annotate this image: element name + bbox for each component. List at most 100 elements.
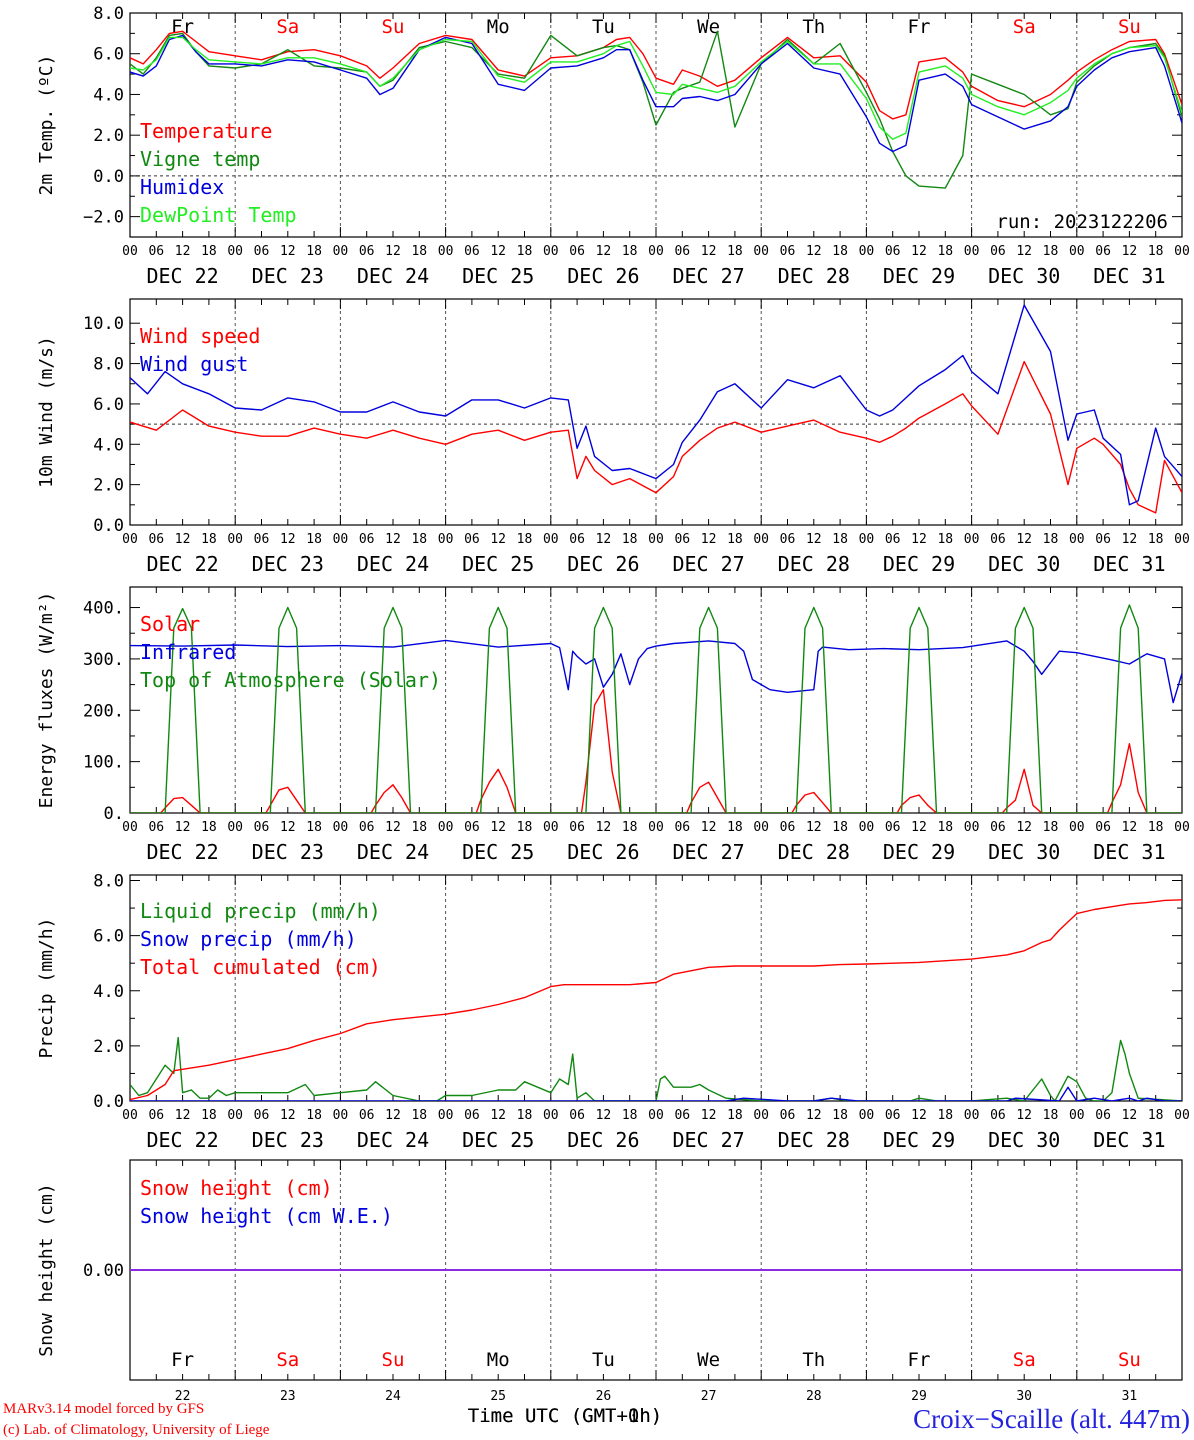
weekday-label: Fr — [908, 16, 931, 38]
x-date-label: DEC 22 — [146, 552, 218, 576]
day-number-label: 27 — [701, 1389, 717, 1404]
x-hour-label: 12 — [911, 1108, 927, 1123]
x-hour-label: 06 — [254, 532, 270, 547]
x-hour-label: 12 — [1122, 244, 1138, 259]
y-axis-label: 10m Wind (m/s) — [36, 336, 57, 488]
x-hour-label: 18 — [622, 532, 638, 547]
x-hour-label: 12 — [280, 1108, 296, 1123]
x-hour-label: 06 — [254, 820, 270, 835]
x-hour-label: 06 — [780, 244, 796, 259]
x-hour-label: 06 — [780, 1108, 796, 1123]
x-hour-label: 18 — [517, 532, 533, 547]
series-line-temperature — [130, 30, 1182, 120]
x-date-label: DEC 27 — [672, 840, 744, 864]
x-hour-label: 18 — [1043, 820, 1059, 835]
x-date-label: DEC 31 — [1093, 552, 1165, 576]
series-line-liquid-precip-mm-h- — [130, 1036, 1182, 1101]
x-hour-label: 18 — [832, 244, 848, 259]
x-hour-label: 06 — [1095, 820, 1111, 835]
weekday-label: Tu — [592, 16, 615, 38]
x-hour-label: 12 — [1122, 1108, 1138, 1123]
x-hour-label: 06 — [1095, 1108, 1111, 1123]
weekday-label: Sa — [276, 1349, 299, 1371]
x-date-label: DEC 28 — [778, 1128, 850, 1152]
x-hour-label: 18 — [622, 820, 638, 835]
x-date-label: DEC 30 — [988, 552, 1060, 576]
x-hour-label: 00 — [964, 820, 980, 835]
x-date-label: DEC 28 — [778, 552, 850, 576]
x-hour-label: 18 — [411, 1108, 427, 1123]
x-date-label: DEC 31 — [1093, 840, 1165, 864]
x-hour-label: 18 — [201, 1108, 217, 1123]
weekday-label: Sa — [1013, 16, 1036, 38]
day-number-label: 31 — [1122, 1389, 1138, 1404]
series-line-vigne-temp — [130, 30, 1182, 189]
x-hour-label: 18 — [937, 532, 953, 547]
y-tick-label: 0. — [104, 804, 124, 824]
legend-entry: Humidex — [140, 175, 224, 199]
x-hour-label: 12 — [490, 820, 506, 835]
x-date-label: DEC 24 — [357, 1128, 429, 1152]
legend-entry: Temperature — [140, 119, 272, 143]
x-date-label: DEC 30 — [988, 264, 1060, 288]
x-hour-label: 12 — [280, 820, 296, 835]
x-hour-label: 06 — [990, 1108, 1006, 1123]
series-group — [130, 304, 1182, 514]
day-number-label: 23 — [280, 1389, 296, 1404]
y-tick-label: 8.0 — [93, 4, 124, 24]
x-date-label: DEC 27 — [672, 552, 744, 576]
panel-2: 0.0 2.0 4.0 6.0 8.0 10.0 10m Wind (m/s) 00 06 12 1… — [36, 298, 1190, 576]
x-hour-label: 12 — [911, 244, 927, 259]
x-hour-label: 18 — [201, 532, 217, 547]
x-hour-label: 00 — [964, 1108, 980, 1123]
series-line-wind-gust — [130, 304, 1182, 506]
station-name: Croix−Scaille (alt. 447m) — [913, 1404, 1190, 1434]
x-hour-label: 12 — [385, 532, 401, 547]
x-hour-label: 06 — [464, 532, 480, 547]
day-number-label: 24 — [385, 1389, 401, 1404]
x-hour-label: 00 — [438, 244, 454, 259]
x-hour-label: 12 — [175, 1108, 191, 1123]
x-date-label: DEC 22 — [146, 1128, 218, 1152]
x-hour-label: 06 — [674, 1108, 690, 1123]
weekday-label: Tu — [592, 1349, 615, 1371]
x-hour-label: 06 — [148, 820, 164, 835]
x-hour-label: 06 — [569, 1108, 585, 1123]
x-hour-label: 12 — [1016, 1108, 1032, 1123]
x-hour-label: 00 — [543, 532, 559, 547]
x-hour-label: 06 — [885, 1108, 901, 1123]
x-hour-label: 18 — [727, 820, 743, 835]
y-tick-label: 300. — [83, 650, 124, 670]
x-date-label: DEC 24 — [357, 264, 429, 288]
x-hour-label: 06 — [990, 244, 1006, 259]
x-hour-label: 00 — [753, 532, 769, 547]
x-hour-label: 18 — [411, 244, 427, 259]
x-hour-label: 18 — [201, 820, 217, 835]
x-hour-label: 18 — [1148, 532, 1164, 547]
x-date-label: DEC 31 — [1093, 264, 1165, 288]
y-tick-label: 4.0 — [93, 435, 124, 455]
x-hour-label: 12 — [175, 244, 191, 259]
legend-entry: Wind gust — [140, 352, 248, 376]
x-hour-label: 06 — [254, 244, 270, 259]
weekday-label: Fr — [171, 1349, 194, 1371]
x-hour-label: 12 — [490, 244, 506, 259]
x-hour-label: 18 — [937, 1108, 953, 1123]
x-hour-label: 18 — [517, 1108, 533, 1123]
x-hour-label: 18 — [622, 244, 638, 259]
series-line-snow-precip-mm-h- — [130, 1086, 1182, 1101]
x-hour-label: 18 — [937, 820, 953, 835]
x-hour-label: 18 — [306, 1108, 322, 1123]
x-hour-label: 00 — [1069, 1108, 1085, 1123]
x-date-label: DEC 29 — [883, 552, 955, 576]
x-hour-label: 18 — [411, 532, 427, 547]
x-hour-label: 00 — [1174, 820, 1190, 835]
x-hour-label: 18 — [306, 532, 322, 547]
x-hour-label: 12 — [1016, 244, 1032, 259]
weekday-label: Mo — [487, 1349, 510, 1371]
x-hour-label: 00 — [227, 244, 243, 259]
x-hour-label: 06 — [674, 244, 690, 259]
x-date-label: DEC 26 — [567, 1128, 639, 1152]
weekday-label: Mo — [487, 16, 510, 38]
